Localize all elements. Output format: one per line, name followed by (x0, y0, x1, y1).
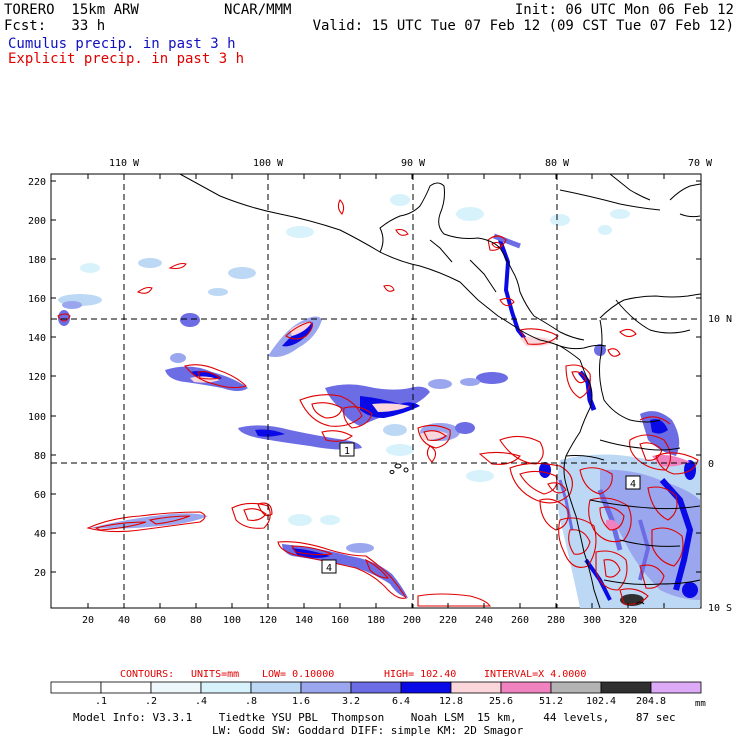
y-tick-60: 60 (34, 490, 46, 501)
colorbar-label: 6.4 (392, 696, 410, 707)
valid-time: Valid: 15 UTC Tue 07 Feb 12 (09 CST Tue … (312, 18, 734, 34)
colorbar-swatch (450, 681, 502, 694)
colorbar-swatch (250, 681, 302, 694)
contours-low: LOW= 0.10000 (262, 669, 334, 680)
lon-label-80w: 80 W (545, 158, 570, 169)
colorbar-label: .1 (95, 696, 107, 707)
latitude-labels: 10 N 0 10 S (708, 314, 732, 614)
y-tick-40: 40 (34, 529, 46, 540)
colorbar-label: .4 (195, 696, 207, 707)
contour-box-2: 4 (630, 479, 636, 490)
lon-label-100w: 100 W (253, 158, 284, 169)
y-tick-80: 80 (34, 451, 46, 462)
x-tick-260: 260 (511, 615, 529, 626)
y-tick-180: 180 (28, 255, 46, 266)
model-title: TORERO 15km ARW (4, 2, 139, 18)
colorbar-label: .2 (145, 696, 157, 707)
x-tick-60: 60 (154, 615, 166, 626)
longitude-labels: 110 W 100 W 90 W 80 W 70 W (109, 158, 713, 169)
contours-interval: INTERVAL=X 4.0000 (484, 669, 586, 680)
init-time: Init: 06 UTC Mon 06 Feb 12 (514, 2, 734, 18)
colorbar-swatch (600, 681, 652, 694)
lon-label-70w: 70 W (688, 158, 713, 169)
contours-info: CONTOURS: UNITS=mm LOW= 0.10000 HIGH= 10… (120, 669, 586, 680)
coastlines (179, 174, 701, 608)
colorbar-label: 3.2 (342, 696, 360, 707)
colorbar-label: 51.2 (539, 696, 563, 707)
colorbar-swatch (200, 681, 252, 694)
x-tick-300: 300 (583, 615, 601, 626)
latlon-grid (51, 174, 701, 608)
colorbar-swatch (100, 681, 152, 694)
x-tick-40: 40 (118, 615, 130, 626)
contours-label: CONTOURS: (120, 669, 174, 680)
colorbar-label: 1.6 (292, 696, 310, 707)
lat-label-10s: 10 S (708, 603, 732, 614)
contour-box-3: 4 (326, 563, 332, 574)
explicit-legend: Explicit precip. in past 3 h (8, 51, 245, 67)
colorbar-swatch (150, 681, 202, 694)
x-axis: 20 40 60 80 100 120 140 160 180 200 220 … (82, 174, 665, 626)
x-tick-320: 320 (619, 615, 637, 626)
y-tick-20: 20 (34, 568, 46, 579)
colorbar-swatch (50, 681, 102, 694)
y-tick-220: 220 (28, 177, 46, 188)
y-tick-100: 100 (28, 412, 46, 423)
lon-label-110w: 110 W (109, 158, 140, 169)
y-axis: 220 200 180 160 140 120 100 80 60 40 20 (28, 177, 701, 579)
contours-high: HIGH= 102.40 (384, 669, 456, 680)
lat-label-0: 0 (708, 459, 714, 470)
model-info-line1: Model Info: V3.3.1 Tiedtke YSU PBL Thomp… (73, 711, 676, 724)
contours-units: UNITS=mm (191, 669, 239, 680)
x-tick-80: 80 (190, 615, 202, 626)
colorbar (50, 681, 702, 694)
contour-label-boxes: 1 4 4 (321, 442, 641, 574)
colorbar-unit: mm (695, 699, 706, 709)
x-tick-280: 280 (547, 615, 565, 626)
cumulus-legend: Cumulus precip. in past 3 h (8, 36, 236, 52)
colorbar-label: 12.8 (439, 696, 463, 707)
x-tick-20: 20 (82, 615, 94, 626)
x-tick-240: 240 (475, 615, 493, 626)
colorbar-label: 25.6 (489, 696, 513, 707)
colorbar-swatch (400, 681, 452, 694)
x-tick-180: 180 (367, 615, 385, 626)
x-tick-140: 140 (295, 615, 313, 626)
colorbar-swatch (550, 681, 602, 694)
y-tick-120: 120 (28, 372, 46, 383)
colorbar-swatch (650, 681, 702, 694)
org-label: NCAR/MMM (224, 2, 292, 18)
colorbar-label: .8 (245, 696, 257, 707)
x-tick-220: 220 (439, 615, 457, 626)
y-tick-200: 200 (28, 216, 46, 227)
colorbar-label: 102.4 (586, 696, 616, 707)
model-info-line2: LW: Godd SW: Goddard DIFF: simple KM: 2D… (212, 724, 524, 737)
colorbar-labels: .1 .2 .4 .8 1.6 3.2 6.4 12.8 25.6 51.2 102.4 204.8 (95, 696, 666, 707)
x-tick-160: 160 (331, 615, 349, 626)
y-tick-160: 160 (28, 294, 46, 305)
lat-label-10n: 10 N (708, 314, 732, 325)
colorbar-swatch (300, 681, 352, 694)
x-tick-120: 120 (259, 615, 277, 626)
forecast-hour: Fcst: 33 h (4, 18, 106, 34)
y-tick-140: 140 (28, 333, 46, 344)
colorbar-swatch (500, 681, 552, 694)
contour-box-1: 1 (344, 446, 350, 457)
x-tick-100: 100 (223, 615, 241, 626)
lon-label-90w: 90 W (401, 158, 426, 169)
colorbar-swatch (350, 681, 402, 694)
x-tick-200: 200 (403, 615, 421, 626)
colorbar-label: 204.8 (636, 696, 666, 707)
